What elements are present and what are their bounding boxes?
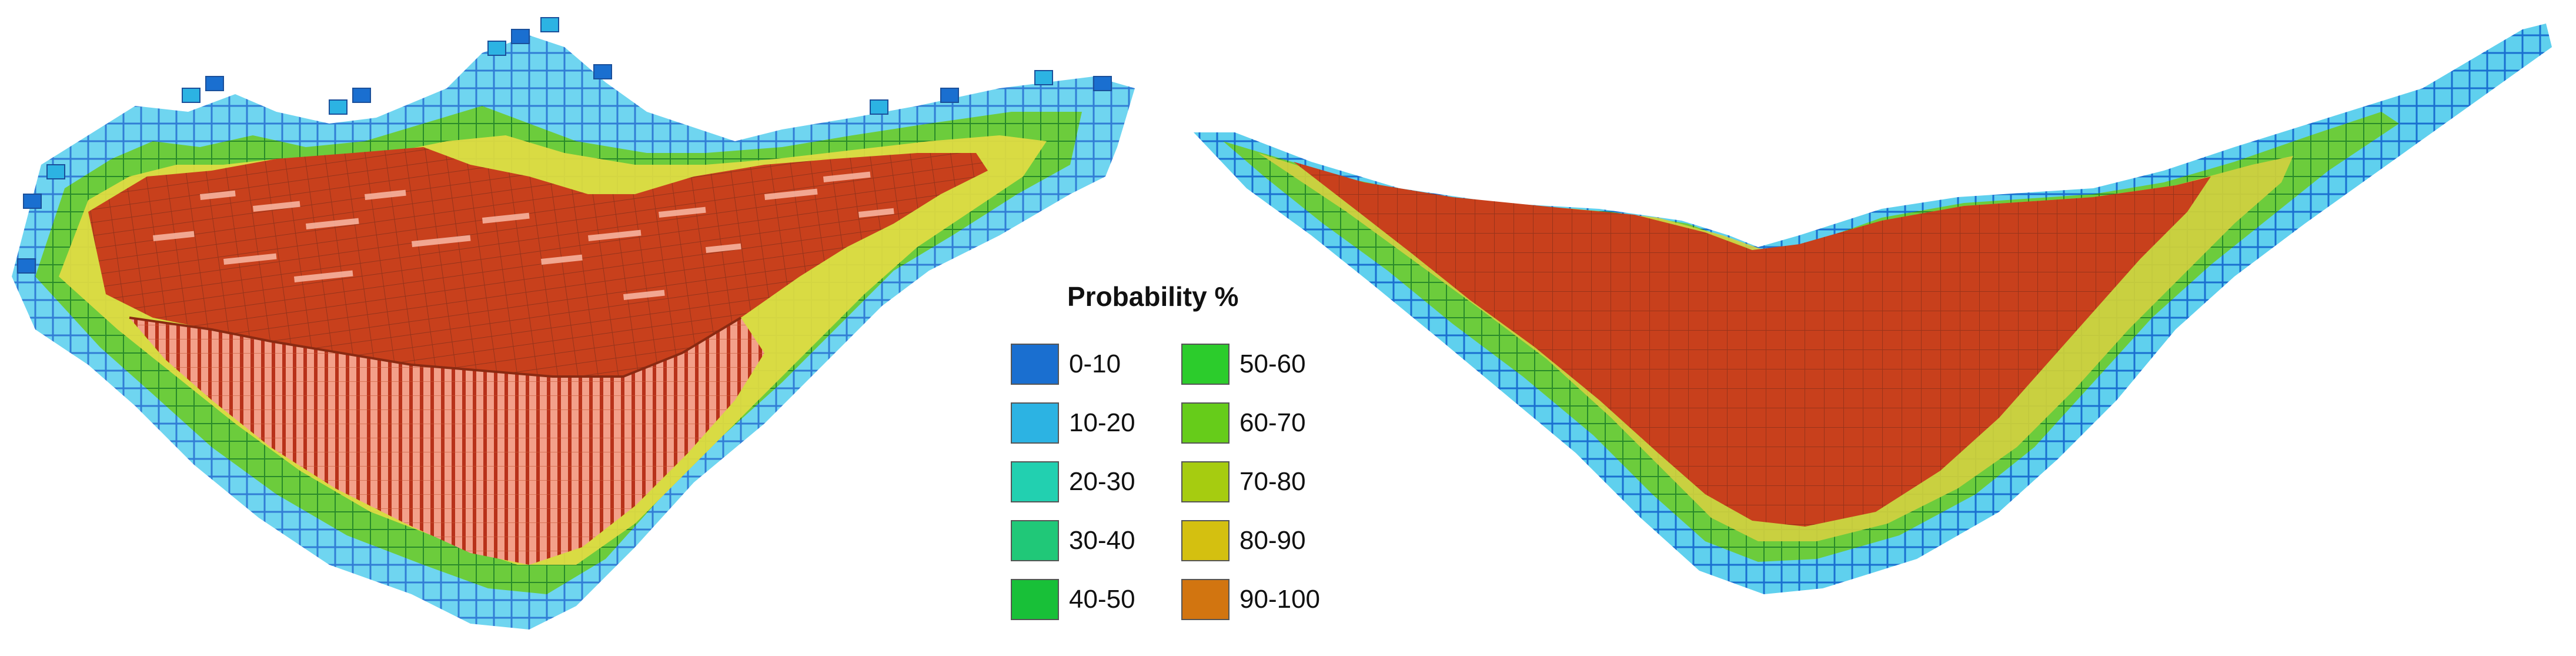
legend-label-80-90: 80-90 [1239, 526, 1306, 555]
cross-section [1194, 24, 2552, 594]
top-surface-highlights [153, 171, 894, 300]
legend-swatch-50-60 [1181, 344, 1229, 385]
legend-label-40-50: 40-50 [1069, 585, 1135, 614]
legend-swatch-0-10 [1011, 344, 1059, 385]
model-front-wall [129, 318, 764, 565]
legend-label-10-20: 10-20 [1069, 408, 1135, 437]
legend-label-70-80: 70-80 [1239, 467, 1306, 496]
legend: Probability % 0-10 10-20 20-30 30-40 40-50 50… [1011, 281, 1320, 620]
legend-swatch-90-100 [1181, 579, 1229, 620]
legend-swatch-10-20 [1011, 402, 1059, 444]
legend-label-50-60: 50-60 [1239, 349, 1306, 378]
legend-label-30-40: 30-40 [1069, 526, 1135, 555]
legend-items: 0-10 10-20 20-30 30-40 40-50 50-60 60-70 70-80 8… [1011, 344, 1320, 620]
legend-swatch-30-40 [1011, 520, 1059, 561]
legend-label-60-70: 60-70 [1239, 408, 1306, 437]
legend-swatch-40-50 [1011, 579, 1059, 620]
block-model-3d [12, 17, 1135, 630]
legend-label-90-100: 90-100 [1239, 585, 1320, 614]
legend-label-0-10: 0-10 [1069, 349, 1121, 378]
legend-swatch-60-70 [1181, 402, 1229, 444]
legend-swatch-70-80 [1181, 461, 1229, 502]
legend-label-20-30: 20-30 [1069, 467, 1135, 496]
legend-title: Probability % [1067, 281, 1238, 312]
legend-swatch-80-90 [1181, 520, 1229, 561]
top-edge-blocks [17, 17, 1112, 274]
legend-swatch-20-30 [1011, 461, 1059, 502]
